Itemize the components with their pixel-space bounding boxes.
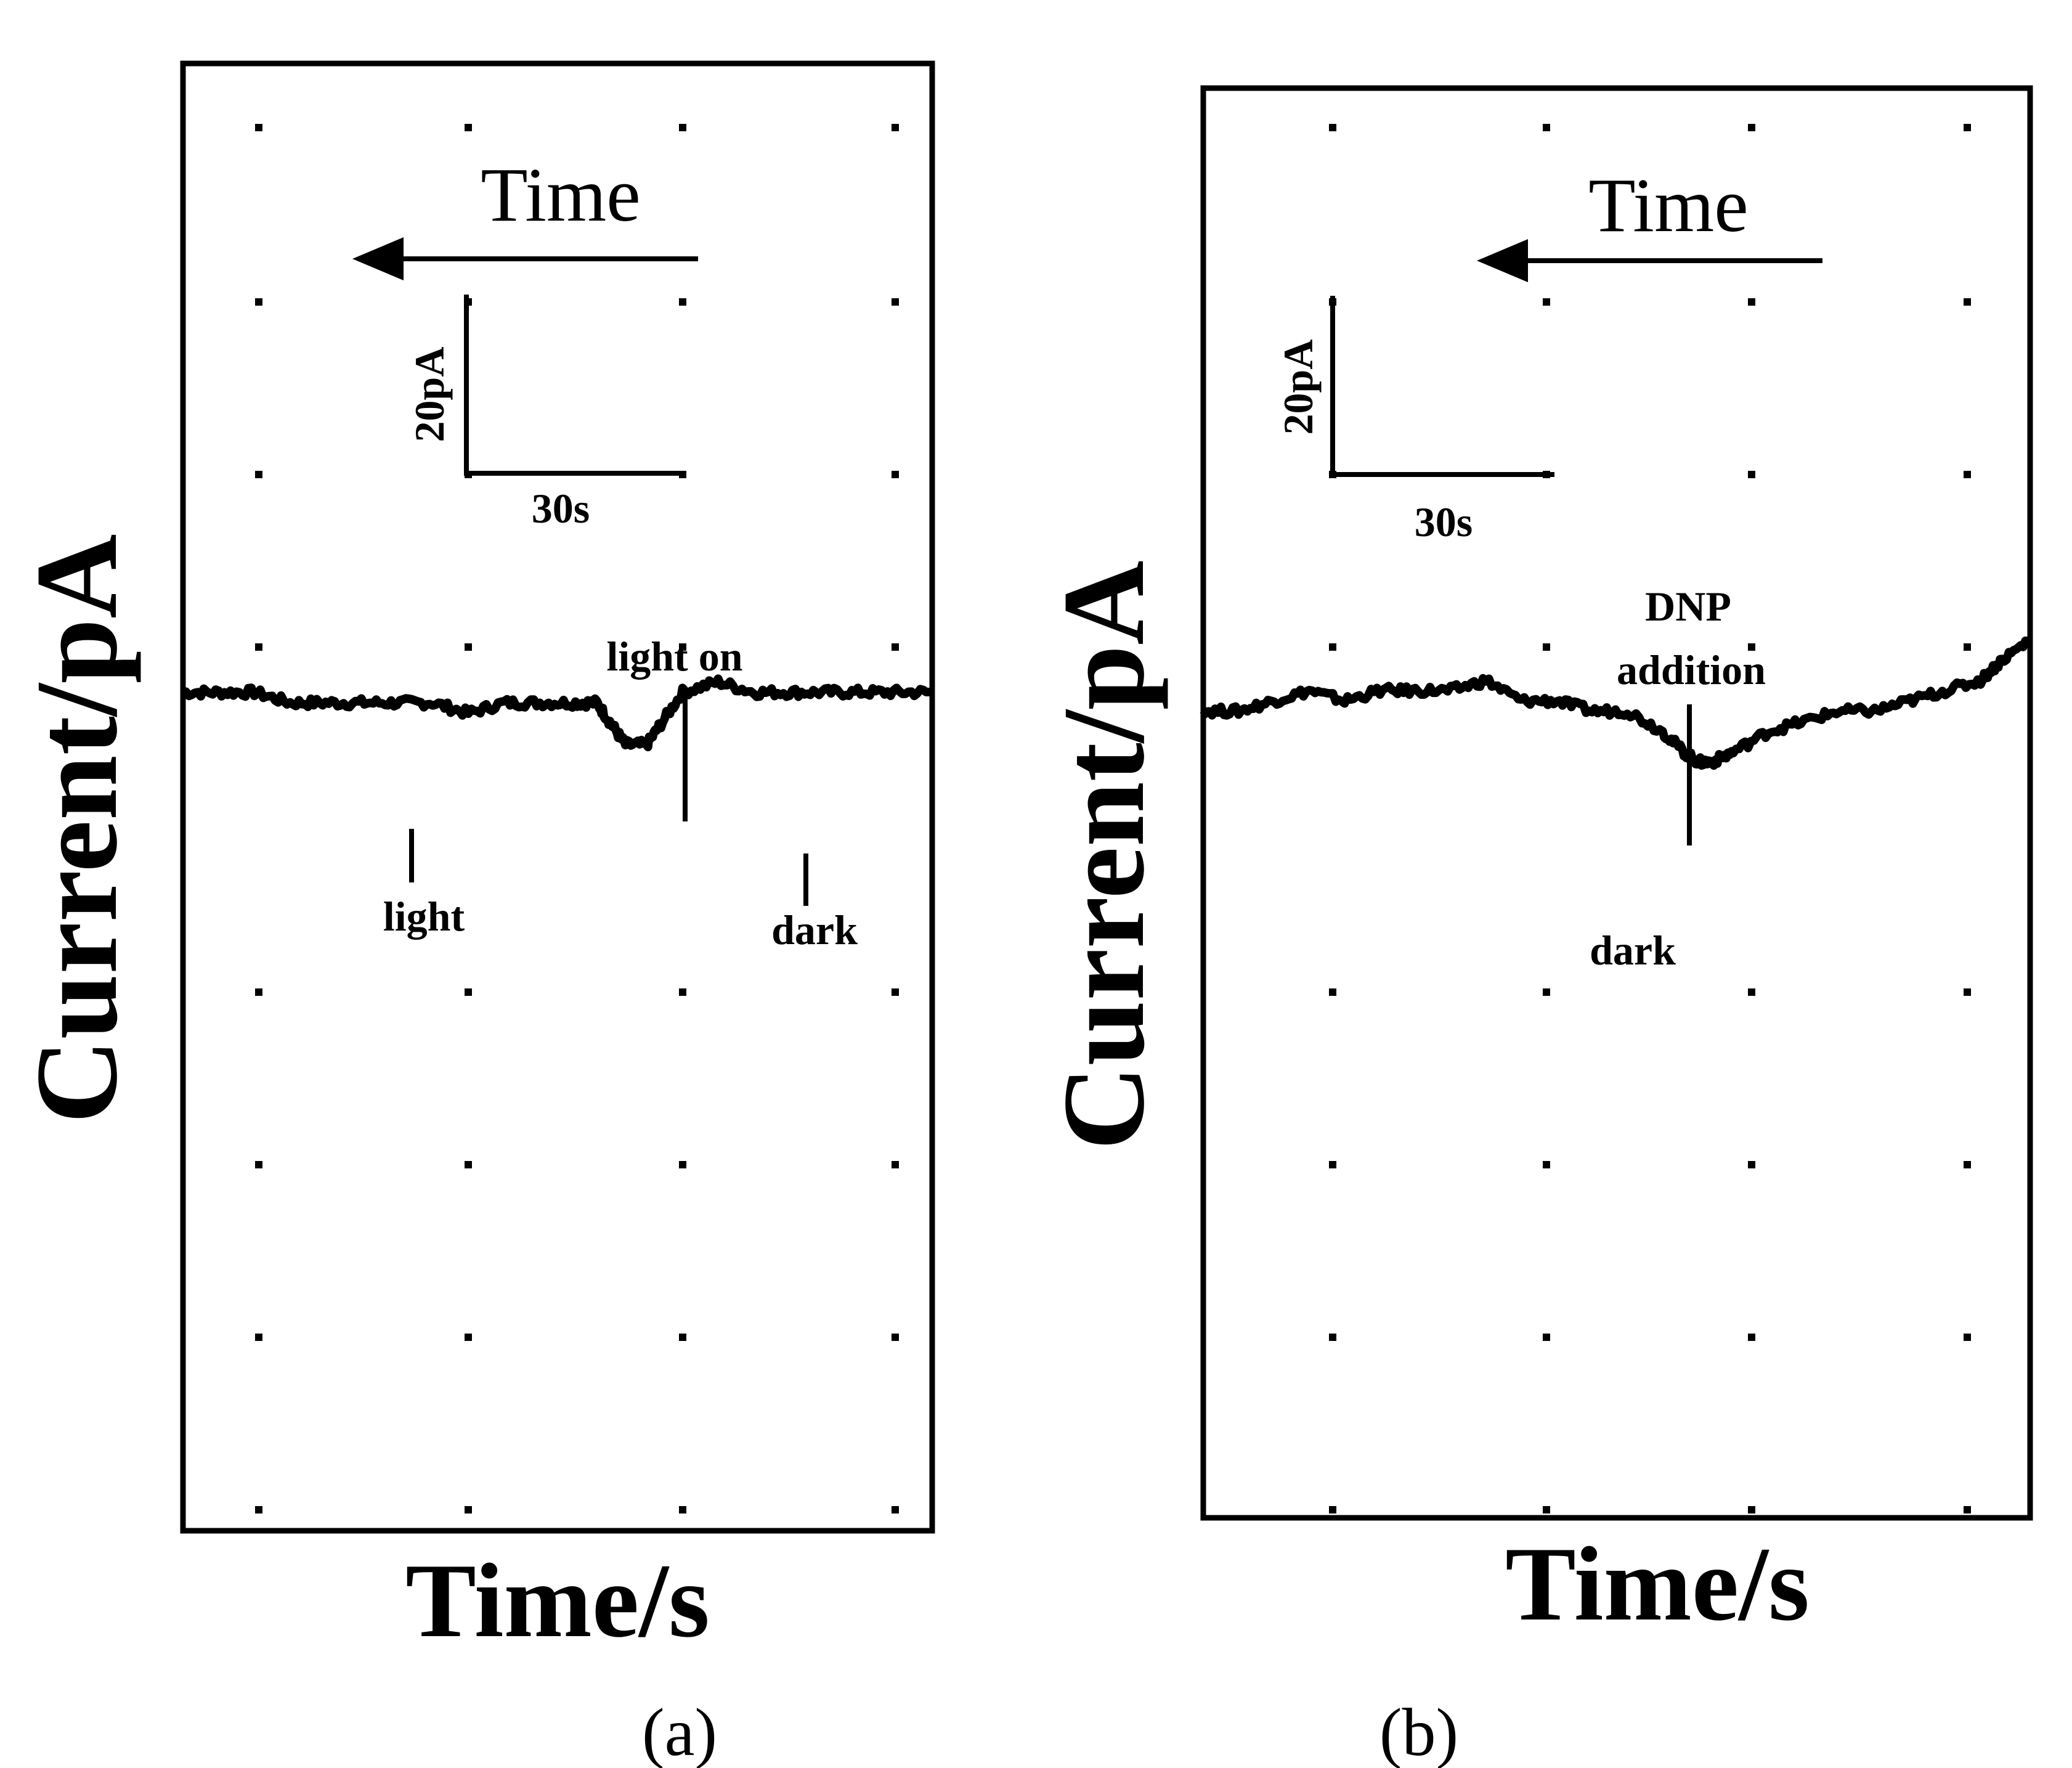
- grid-dot: [892, 643, 899, 651]
- panel-label-a: (a): [642, 1695, 717, 1768]
- grid-dot: [1329, 988, 1336, 996]
- grid-dot: [255, 643, 262, 651]
- grid-dot: [1543, 1506, 1550, 1513]
- grid-dot: [1748, 643, 1755, 651]
- grid-dot: [465, 643, 472, 651]
- grid-dot: [1748, 1506, 1755, 1513]
- y-axis-label-b: Current/pA: [1039, 560, 1169, 1150]
- grid-dot: [1748, 298, 1755, 306]
- grid-dot: [255, 298, 262, 306]
- scale-bar-y-label-b: 20pA: [1275, 340, 1322, 435]
- plot-frame-b: [1200, 85, 2033, 1521]
- grid-dot: [255, 124, 262, 131]
- grid-dot: [1543, 643, 1550, 651]
- panel-a: Time 20pA 30s light on light dark Curren…: [12, 60, 935, 1768]
- grid-dot: [892, 124, 899, 131]
- annotation-dnp-b: DNP: [1645, 583, 1731, 630]
- grid-dot: [1329, 124, 1336, 131]
- annotation-light-a: light: [383, 893, 465, 940]
- x-axis-label-a: Time/s: [405, 1542, 710, 1660]
- grid-dots-b: [1329, 124, 1971, 1513]
- grid-dot: [892, 298, 899, 306]
- grid-dot: [679, 1506, 686, 1513]
- grid-dot: [255, 1161, 262, 1168]
- grid-dot: [255, 1334, 262, 1341]
- annotation-addition-b: addition: [1617, 646, 1766, 693]
- scale-bar-y-label-a: 20pA: [406, 347, 453, 442]
- grid-dot: [465, 1506, 472, 1513]
- grid-dot: [1543, 298, 1550, 306]
- grid-dot: [892, 1161, 899, 1168]
- grid-dot: [892, 988, 899, 996]
- direction-label-a: Time: [481, 153, 640, 238]
- panel-label-b: (b): [1379, 1695, 1458, 1768]
- scale-bar-x-label-b: 30s: [1415, 499, 1473, 545]
- grid-dot: [892, 471, 899, 478]
- grid-dot: [465, 1334, 472, 1341]
- grid-dot: [1964, 1161, 1971, 1168]
- left-arrow-icon: [352, 237, 404, 280]
- grid-dot: [1543, 1334, 1550, 1341]
- grid-dot: [679, 1161, 686, 1168]
- current-trace-a: [181, 674, 934, 752]
- grid-dot: [1329, 1334, 1336, 1341]
- grid-dot: [679, 988, 686, 996]
- grid-dot: [255, 988, 262, 996]
- scale-bar-a: [464, 295, 684, 476]
- grid-dot: [1329, 1506, 1336, 1513]
- annotation-dark-b: dark: [1590, 927, 1676, 974]
- grid-dot: [1543, 988, 1550, 996]
- grid-dot: [1748, 988, 1755, 996]
- grid-dot: [1964, 1334, 1971, 1341]
- grid-dot: [1748, 124, 1755, 131]
- grid-dot: [255, 471, 262, 478]
- grid-dot: [679, 124, 686, 131]
- y-axis-label-a: Current/pA: [12, 534, 142, 1123]
- grid-dot: [1964, 1506, 1971, 1513]
- grid-dot: [679, 1334, 686, 1341]
- grid-dot: [1964, 471, 1971, 478]
- grid-dot: [892, 1334, 899, 1341]
- annotation-light-on-a: light on: [606, 633, 742, 680]
- grid-dot: [1329, 643, 1336, 651]
- scale-bar-b: [1330, 296, 1554, 477]
- direction-label-b: Time: [1588, 163, 1748, 248]
- x-axis-label-b: Time/s: [1505, 1526, 1810, 1643]
- grid-dot: [1964, 643, 1971, 651]
- grid-dot: [465, 1161, 472, 1168]
- left-arrow-icon: [1477, 239, 1528, 282]
- annotation-dark-a: dark: [771, 906, 858, 953]
- scale-bar-x-label-a: 30s: [532, 485, 590, 532]
- grid-dot: [465, 124, 472, 131]
- grid-dot: [1964, 298, 1971, 306]
- grid-dots-a: [255, 124, 899, 1513]
- grid-dot: [892, 1506, 899, 1513]
- grid-dot: [679, 298, 686, 306]
- plot-frame-a: [180, 60, 935, 1534]
- grid-dot: [1543, 1161, 1550, 1168]
- grid-dot: [1329, 1161, 1336, 1168]
- grid-dot: [255, 1506, 262, 1513]
- grid-dot: [1543, 124, 1550, 131]
- grid-dot: [679, 643, 686, 651]
- panel-b: Time 20pA 30s DNP addition dark Current/…: [1039, 85, 2033, 1768]
- current-trace-b: [1200, 636, 2033, 770]
- grid-dot: [1748, 1161, 1755, 1168]
- grid-dot: [1748, 471, 1755, 478]
- grid-dot: [465, 988, 472, 996]
- grid-dot: [1964, 124, 1971, 131]
- grid-dot: [1748, 1334, 1755, 1341]
- grid-dot: [1964, 988, 1971, 996]
